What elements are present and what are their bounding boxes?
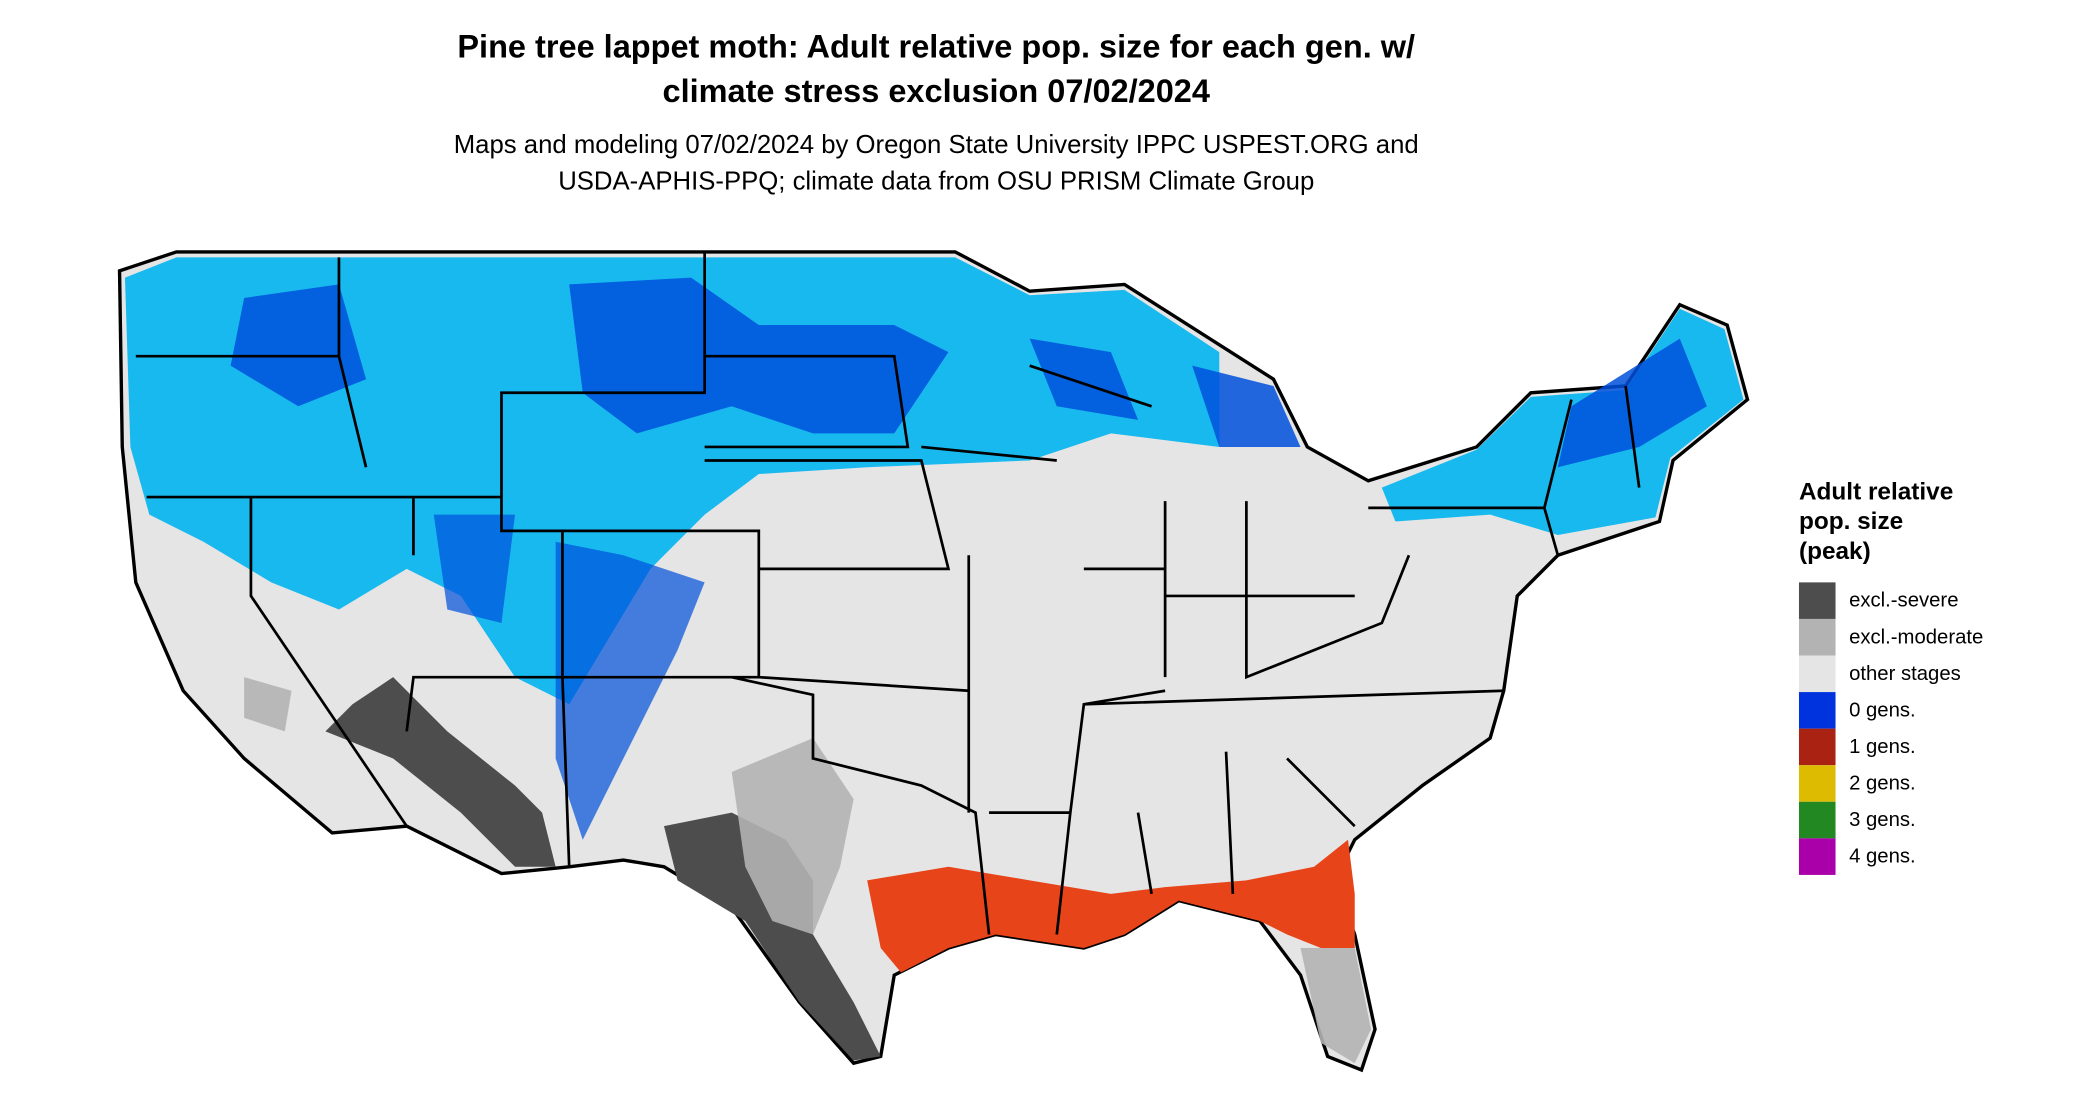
legend-label: 1 gens. xyxy=(1849,736,1916,758)
titles: Pine tree lappet moth: Adult relative po… xyxy=(454,28,1419,195)
orange-gulf xyxy=(867,839,1355,973)
subtitle-line: USDA-APHIS-PPQ; climate data from OSU PR… xyxy=(558,168,1314,196)
legend-swatch xyxy=(1798,582,1836,619)
legend-swatch xyxy=(1798,765,1836,802)
excl-severe-southwest xyxy=(325,677,881,1061)
legend-label: excl.-severe xyxy=(1849,590,1958,612)
legend-swatch xyxy=(1798,692,1836,729)
subtitle-line: Maps and modeling 07/02/2024 by Oregon S… xyxy=(454,131,1419,159)
light-blue-northeast xyxy=(1381,308,1744,535)
legend-label: excl.-moderate xyxy=(1849,626,1983,648)
excl-moderate-south xyxy=(244,677,1371,1064)
legend-title: pop. size xyxy=(1799,508,1903,535)
legend-title: Adult relative xyxy=(1799,478,1953,505)
legend-label: other stages xyxy=(1849,663,1961,685)
title-line: climate stress exclusion 07/02/2024 xyxy=(663,73,1210,109)
legend-label: 4 gens. xyxy=(1849,846,1916,868)
legend-swatch xyxy=(1798,618,1836,656)
legend-label: 3 gens. xyxy=(1849,809,1916,831)
dark-blue-patches xyxy=(230,277,1707,468)
legend-swatch xyxy=(1798,728,1836,766)
light-blue-north xyxy=(124,257,1220,705)
legend-label: 0 gens. xyxy=(1849,699,1916,721)
legend-swatch xyxy=(1798,655,1836,693)
state-borders xyxy=(135,251,1641,935)
legend-label: 2 gens. xyxy=(1849,773,1916,795)
legend-swatch xyxy=(1798,838,1836,875)
title-line: Pine tree lappet moth: Adult relative po… xyxy=(457,28,1415,64)
map xyxy=(117,250,1750,1073)
legend: Adult relative pop. size (peak) excl.-sever… xyxy=(1798,478,1983,875)
legend-title: (peak) xyxy=(1799,538,1871,565)
legend-swatch xyxy=(1798,801,1836,839)
